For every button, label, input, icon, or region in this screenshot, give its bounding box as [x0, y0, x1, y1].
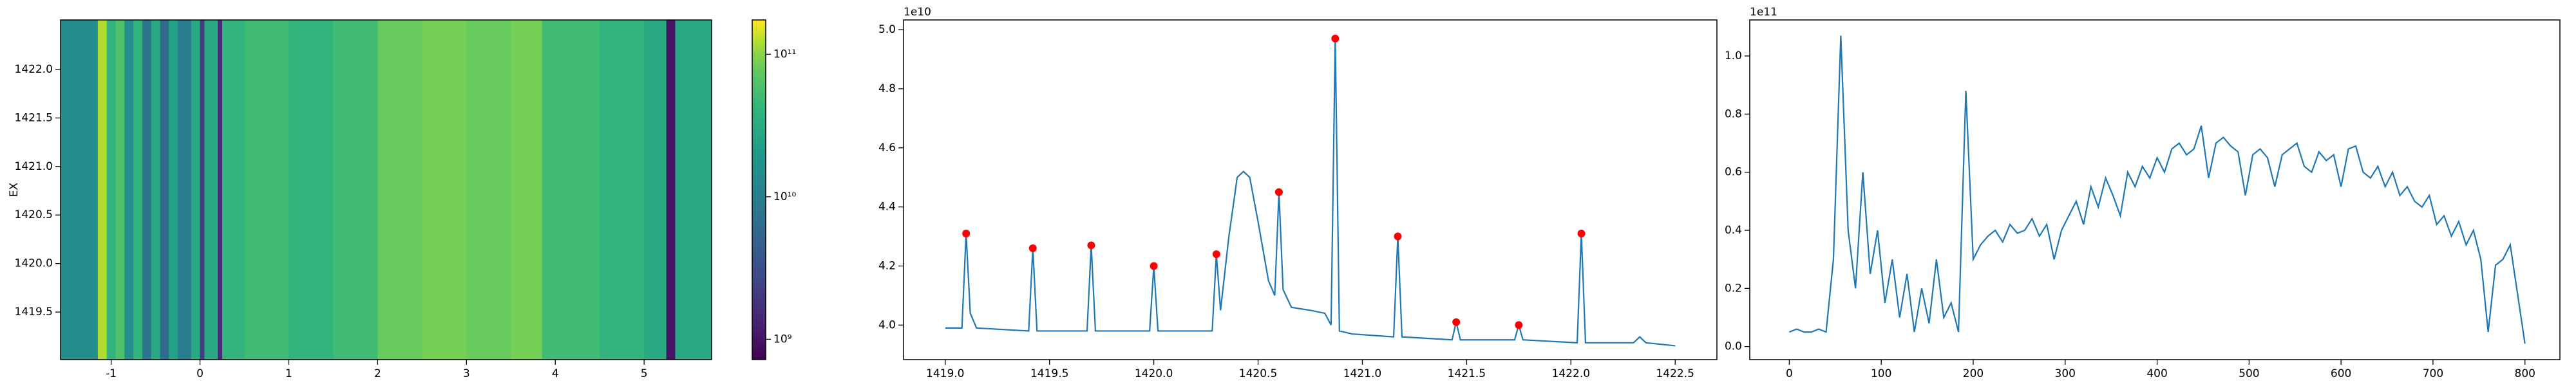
heatmap-stripe [142, 20, 152, 360]
y-tick-label: 1421.0 [15, 160, 53, 173]
y-offset-label: 1e10 [904, 6, 931, 19]
y-tick-label: 1419.5 [15, 306, 53, 318]
heatmap-stripe [191, 20, 201, 360]
x-tick-label: 800 [2515, 367, 2535, 380]
heatmap-stripe [151, 20, 160, 360]
y-offset-label: 1e11 [1750, 6, 1777, 19]
peak-marker [1331, 34, 1340, 42]
x-tick-label: 3 [463, 367, 470, 380]
x-tick-label: 1420.5 [1239, 367, 1277, 380]
heatmap-stripe [600, 20, 645, 360]
peak-marker [1394, 232, 1402, 241]
x-tick-label: 1419.0 [926, 367, 964, 380]
axes-frame [60, 19, 712, 360]
heatmap-stripe [160, 20, 169, 360]
colorbar-tick-label: 10¹⁰ [773, 190, 796, 203]
y-tick-label: 1421.5 [15, 111, 53, 124]
x-tick-label: 5 [641, 367, 648, 380]
heatmap-stripe [289, 20, 334, 360]
y-tick-label: 4.0 [878, 318, 896, 331]
heatmap-stripe [133, 20, 143, 360]
y-tick-label: 4.2 [878, 259, 896, 272]
x-tick-label: 200 [1963, 367, 1984, 380]
x-tick-label: 500 [2239, 367, 2259, 380]
peak-marker [1577, 229, 1586, 237]
x-tick-label: 1420.0 [1135, 367, 1173, 380]
colorbar-frame [752, 19, 766, 360]
x-tick-label: 1422.5 [1656, 367, 1694, 380]
axes-frame [1749, 19, 2561, 360]
x-tick-label: 100 [1871, 367, 1891, 380]
heatmap-stripe [97, 20, 108, 360]
panel [945, 34, 1676, 347]
heatmap-stripe [106, 20, 117, 360]
peak-marker [1212, 250, 1220, 259]
x-tick-label: 0 [1786, 367, 1793, 380]
heatmap-stripe [204, 20, 218, 360]
x-tick-label: 4 [552, 367, 559, 380]
x-tick-label: 2 [374, 367, 381, 380]
y-tick-label: 4.6 [878, 142, 896, 154]
y-tick-label: 5.0 [878, 23, 896, 36]
heatmap-stripe [542, 20, 600, 360]
y-tick-label: 1420.0 [15, 257, 53, 270]
heatmap-stripe [466, 20, 511, 360]
heatmap-stripe [333, 20, 378, 360]
heatmap-stripe [422, 20, 467, 360]
x-tick-label: -1 [106, 367, 117, 380]
heatmap-stripe [377, 20, 422, 360]
heatmap-stripe [124, 20, 134, 360]
colorbar-tick-label: 10¹¹ [773, 48, 796, 60]
heatmap-stripe [218, 20, 223, 360]
y-tick-label: 0.8 [1725, 107, 1742, 120]
y-axis-label: EX [8, 182, 21, 197]
y-tick-label: 1422.0 [15, 63, 53, 76]
heatmap-stripe [675, 20, 712, 360]
peak-marker [1515, 321, 1523, 329]
x-tick-label: 400 [2146, 367, 2167, 380]
peak-marker [1274, 188, 1283, 196]
y-tick-label: 0.6 [1725, 166, 1742, 179]
heatmap-stripe [244, 20, 289, 360]
y-tick-label: 4.8 [878, 82, 896, 95]
x-tick-label: 1 [285, 367, 292, 380]
peak-marker [1028, 244, 1037, 252]
panel [61, 20, 712, 360]
y-tick-label: 1420.5 [15, 208, 53, 221]
heatmap-stripe [666, 20, 676, 360]
peak-marker [1150, 262, 1158, 270]
y-tick-label: 0.4 [1725, 224, 1742, 237]
heatmap-stripe [61, 20, 99, 360]
x-tick-label: 1419.5 [1030, 367, 1068, 380]
y-tick-label: 4.4 [878, 201, 896, 214]
x-tick-label: 700 [2423, 367, 2443, 380]
y-tick-label: 1.0 [1725, 50, 1742, 62]
peak-marker [962, 229, 971, 237]
x-tick-label: 1422.0 [1552, 367, 1590, 380]
x-tick-label: 300 [2055, 367, 2076, 380]
peak-marker [1087, 241, 1095, 250]
x-tick-label: 600 [2331, 367, 2351, 380]
axes-frame [903, 19, 1718, 360]
heatmap-stripe [644, 20, 667, 360]
heatmap-stripe [222, 20, 245, 360]
x-tick-label: 1421.0 [1343, 367, 1381, 380]
heatmap-stripe [178, 20, 192, 360]
heatmap-stripe [115, 20, 125, 360]
data-line [1788, 35, 2526, 344]
heatmap-stripe [200, 20, 205, 360]
y-tick-label: 0.0 [1725, 340, 1742, 353]
colorbar-tick-label: 10⁹ [773, 333, 792, 345]
panel [1788, 35, 2526, 344]
heatmap-stripe [511, 20, 543, 360]
x-tick-label: 1421.5 [1448, 367, 1486, 380]
peak-marker [1452, 318, 1461, 326]
x-tick-label: 0 [196, 367, 204, 380]
colorbar [752, 20, 766, 360]
heatmap-stripe [169, 20, 178, 360]
y-tick-label: 0.2 [1725, 282, 1742, 295]
